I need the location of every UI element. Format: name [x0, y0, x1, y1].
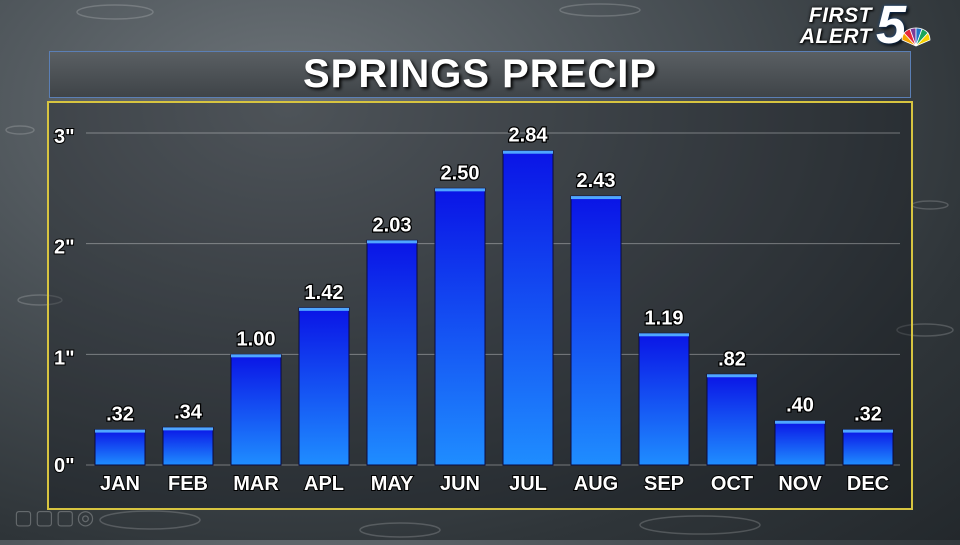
bar-dec [842, 429, 894, 466]
x-tick-label: APL [304, 473, 344, 495]
bar-cap [707, 374, 757, 378]
x-tick-label: SEP [644, 473, 684, 495]
logo-text: FIRST ALERT [780, 5, 872, 47]
bar-cap [843, 429, 893, 433]
bar-cap [435, 188, 485, 192]
value-label: 2.50 [441, 162, 480, 184]
value-label: .34 [174, 401, 203, 423]
y-tick-label: 3" [54, 126, 75, 148]
x-tick-label: AUG [574, 473, 618, 495]
bar-cap [571, 196, 621, 200]
x-tick-label: OCT [711, 473, 753, 495]
bar-cap [95, 429, 145, 433]
title-bar: SPRINGS PRECIP [49, 51, 911, 98]
bar-feb [162, 426, 214, 466]
logo-channel-number: 5 [876, 0, 907, 55]
y-tick-label: 0" [54, 455, 75, 477]
x-tick-label: JUL [509, 473, 547, 495]
bar-may [366, 239, 418, 466]
logo-line-first: FIRST [808, 4, 872, 27]
bar-sep [638, 332, 690, 466]
value-label: 1.19 [645, 307, 684, 329]
value-label: .32 [854, 404, 882, 426]
bar-apl [298, 307, 350, 466]
logo-line-alert: ALERT [799, 25, 872, 48]
bar-jun [434, 187, 486, 466]
bar-nov [774, 420, 826, 466]
bar-cap [163, 427, 213, 431]
gridlines [86, 132, 900, 466]
x-tick-label: FEB [168, 473, 208, 495]
bars [94, 150, 894, 466]
y-axis-ticks: 0" 1" 2" 3" [53, 125, 76, 478]
y-tick-label: 1" [54, 347, 75, 369]
value-labels: .32 .34 1.00 1.42 2.03 2.50 2.84 2.43 1.19 .82 .40… [105, 123, 883, 426]
y-tick-label: 2" [54, 237, 75, 259]
watermark-logo: ▢▢▢◎ [14, 507, 97, 529]
bar-mar [230, 353, 282, 466]
value-label: 1.42 [305, 282, 344, 304]
bar-cap [299, 307, 349, 311]
x-tick-label: JUN [440, 473, 480, 495]
bar-cap [231, 354, 281, 358]
x-axis-ticks: JAN FEB MAR APL MAY JUN JUL AUG SEP OCT NOV DEC [99, 472, 890, 496]
value-label: .82 [718, 348, 746, 370]
bar-cap [639, 333, 689, 337]
x-tick-label: DEC [847, 473, 889, 495]
bar-oct [706, 373, 758, 466]
value-label: .40 [786, 395, 814, 417]
bar-jan [94, 429, 146, 466]
value-label: 1.00 [237, 328, 276, 350]
bar-aug [570, 195, 622, 466]
bar-cap [367, 240, 417, 244]
value-label: .32 [106, 404, 134, 426]
x-tick-label: MAY [371, 473, 414, 495]
x-tick-label: JAN [100, 473, 140, 495]
value-label: 2.43 [577, 170, 616, 192]
x-tick-label: NOV [778, 473, 822, 495]
x-tick-label: MAR [233, 473, 279, 495]
bar-cap [775, 420, 825, 424]
peacock-icon [901, 27, 931, 47]
bar-jul [502, 150, 554, 466]
value-label: 2.84 [509, 125, 549, 147]
first-alert-5-logo: FIRST ALERT 5 [780, 0, 950, 52]
bar-cap [503, 150, 553, 154]
value-label: 2.03 [373, 214, 412, 236]
chart-title: SPRINGS PRECIP [302, 52, 658, 96]
